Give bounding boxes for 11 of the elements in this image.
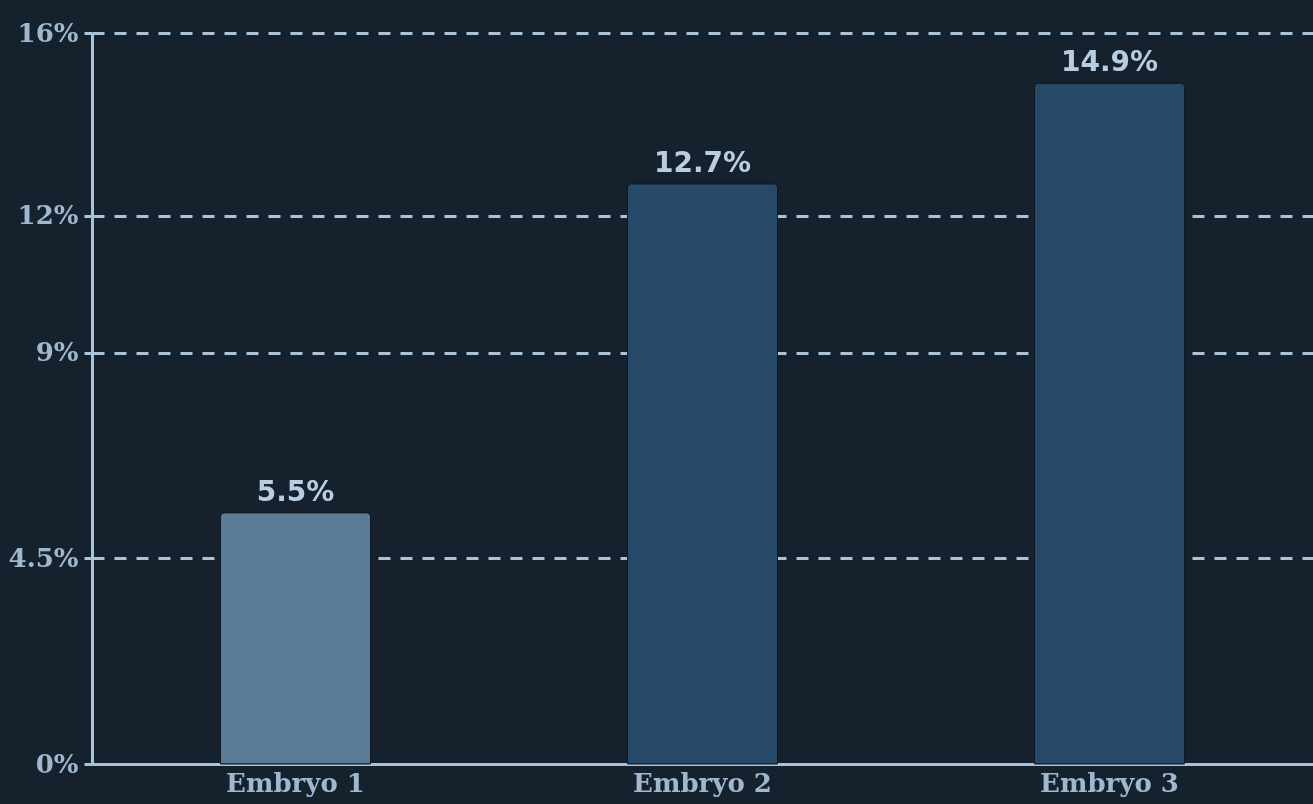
y-tick-label: 16% <box>17 17 79 48</box>
x-tick-label: Embryo 3 <box>1040 767 1179 798</box>
y-tick-label: 9% <box>35 337 79 368</box>
data-label: 5.5% <box>256 474 335 508</box>
data-label: 12.7% <box>653 145 752 179</box>
y-tick-label: 0% <box>35 748 79 779</box>
x-tick-label: Embryo 1 <box>226 767 365 798</box>
data-label: 14.9% <box>1060 45 1159 79</box>
y-tick-label: 4.5% <box>8 542 79 573</box>
x-tick-label: Embryo 2 <box>633 767 772 798</box>
y-tick-label: 12% <box>17 200 79 231</box>
